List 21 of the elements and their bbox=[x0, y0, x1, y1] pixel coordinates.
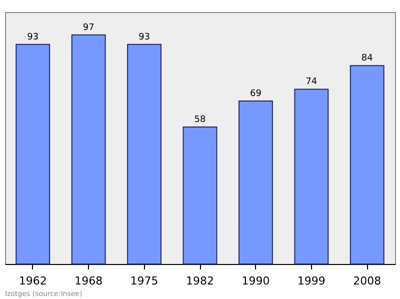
x-tick-label: 1999 bbox=[297, 274, 326, 288]
data-label: 93 bbox=[27, 32, 39, 42]
data-label: 93 bbox=[138, 32, 150, 42]
x-tick-label: 1968 bbox=[74, 274, 103, 288]
x-tick-label: 2008 bbox=[353, 274, 382, 288]
x-tick-label: 1982 bbox=[186, 274, 214, 288]
data-label: 69 bbox=[250, 89, 262, 100]
x-tick-label: 1990 bbox=[242, 274, 270, 288]
bar bbox=[238, 100, 273, 264]
bar bbox=[182, 126, 218, 264]
data-label: 58 bbox=[194, 115, 206, 126]
bar bbox=[350, 65, 384, 264]
data-label: 74 bbox=[306, 77, 318, 88]
bar bbox=[16, 44, 50, 264]
data-label: 97 bbox=[82, 22, 94, 33]
data-label: 84 bbox=[361, 54, 374, 64]
x-tick-label: 1975 bbox=[130, 274, 158, 288]
bar bbox=[71, 34, 106, 264]
bar bbox=[127, 44, 162, 264]
x-tick-label: 1962 bbox=[18, 274, 47, 288]
bar bbox=[294, 88, 329, 264]
